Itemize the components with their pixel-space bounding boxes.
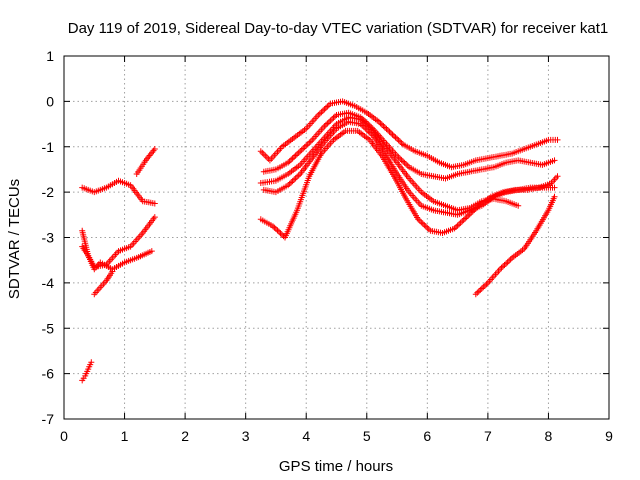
series-late-1 (257, 98, 561, 171)
series-markers (133, 146, 158, 177)
series-markers (260, 109, 558, 182)
x-tick-label: 8 (545, 428, 553, 444)
y-tick-label: -3 (42, 230, 55, 246)
x-tick-label: 9 (605, 428, 613, 444)
series-markers (79, 227, 155, 273)
series-early-1 (79, 177, 158, 207)
series-late-2 (260, 109, 558, 182)
data-points (79, 98, 561, 384)
x-axis-label: GPS time / hours (279, 458, 393, 475)
series-late-5 (257, 127, 561, 241)
x-tick-label: 2 (181, 428, 189, 444)
series-markers (79, 177, 158, 207)
grid-lines (64, 56, 609, 419)
y-tick-label: -1 (42, 139, 55, 155)
x-tick-label: 0 (60, 428, 68, 444)
y-tick-label: -2 (42, 184, 55, 200)
x-tick-label: 6 (423, 428, 431, 444)
y-tick-label: -5 (42, 320, 55, 336)
series-markers (91, 268, 116, 298)
series-markers (472, 193, 558, 298)
axis-ticks: 0 1 2 3 4 5 6 7 8 9 -7 -6 -5 -4 -3 -2 -1 0 1 (42, 48, 614, 444)
x-tick-label: 7 (484, 428, 492, 444)
series-late-6 (472, 193, 558, 298)
y-axis-label: SDTVAR / TECUs (6, 179, 23, 299)
chart-title: Day 119 of 2019, Sidereal Day-to-day VTE… (68, 20, 609, 37)
x-tick-label: 4 (302, 428, 310, 444)
y-tick-label: -7 (42, 411, 55, 427)
y-tick-label: -6 (42, 366, 55, 382)
series-early-4 (79, 227, 155, 273)
y-tick-label: 1 (46, 48, 54, 64)
series-markers (257, 98, 561, 171)
x-tick-label: 5 (363, 428, 371, 444)
x-tick-label: 1 (121, 428, 129, 444)
series-markers (257, 127, 561, 241)
series-markers (79, 359, 95, 384)
series-early-5 (91, 268, 116, 298)
series-early-6 (79, 359, 95, 384)
series-early-2 (133, 146, 158, 177)
x-tick-label: 3 (242, 428, 250, 444)
y-tick-label: -4 (42, 275, 55, 291)
y-tick-label: 0 (46, 93, 54, 109)
